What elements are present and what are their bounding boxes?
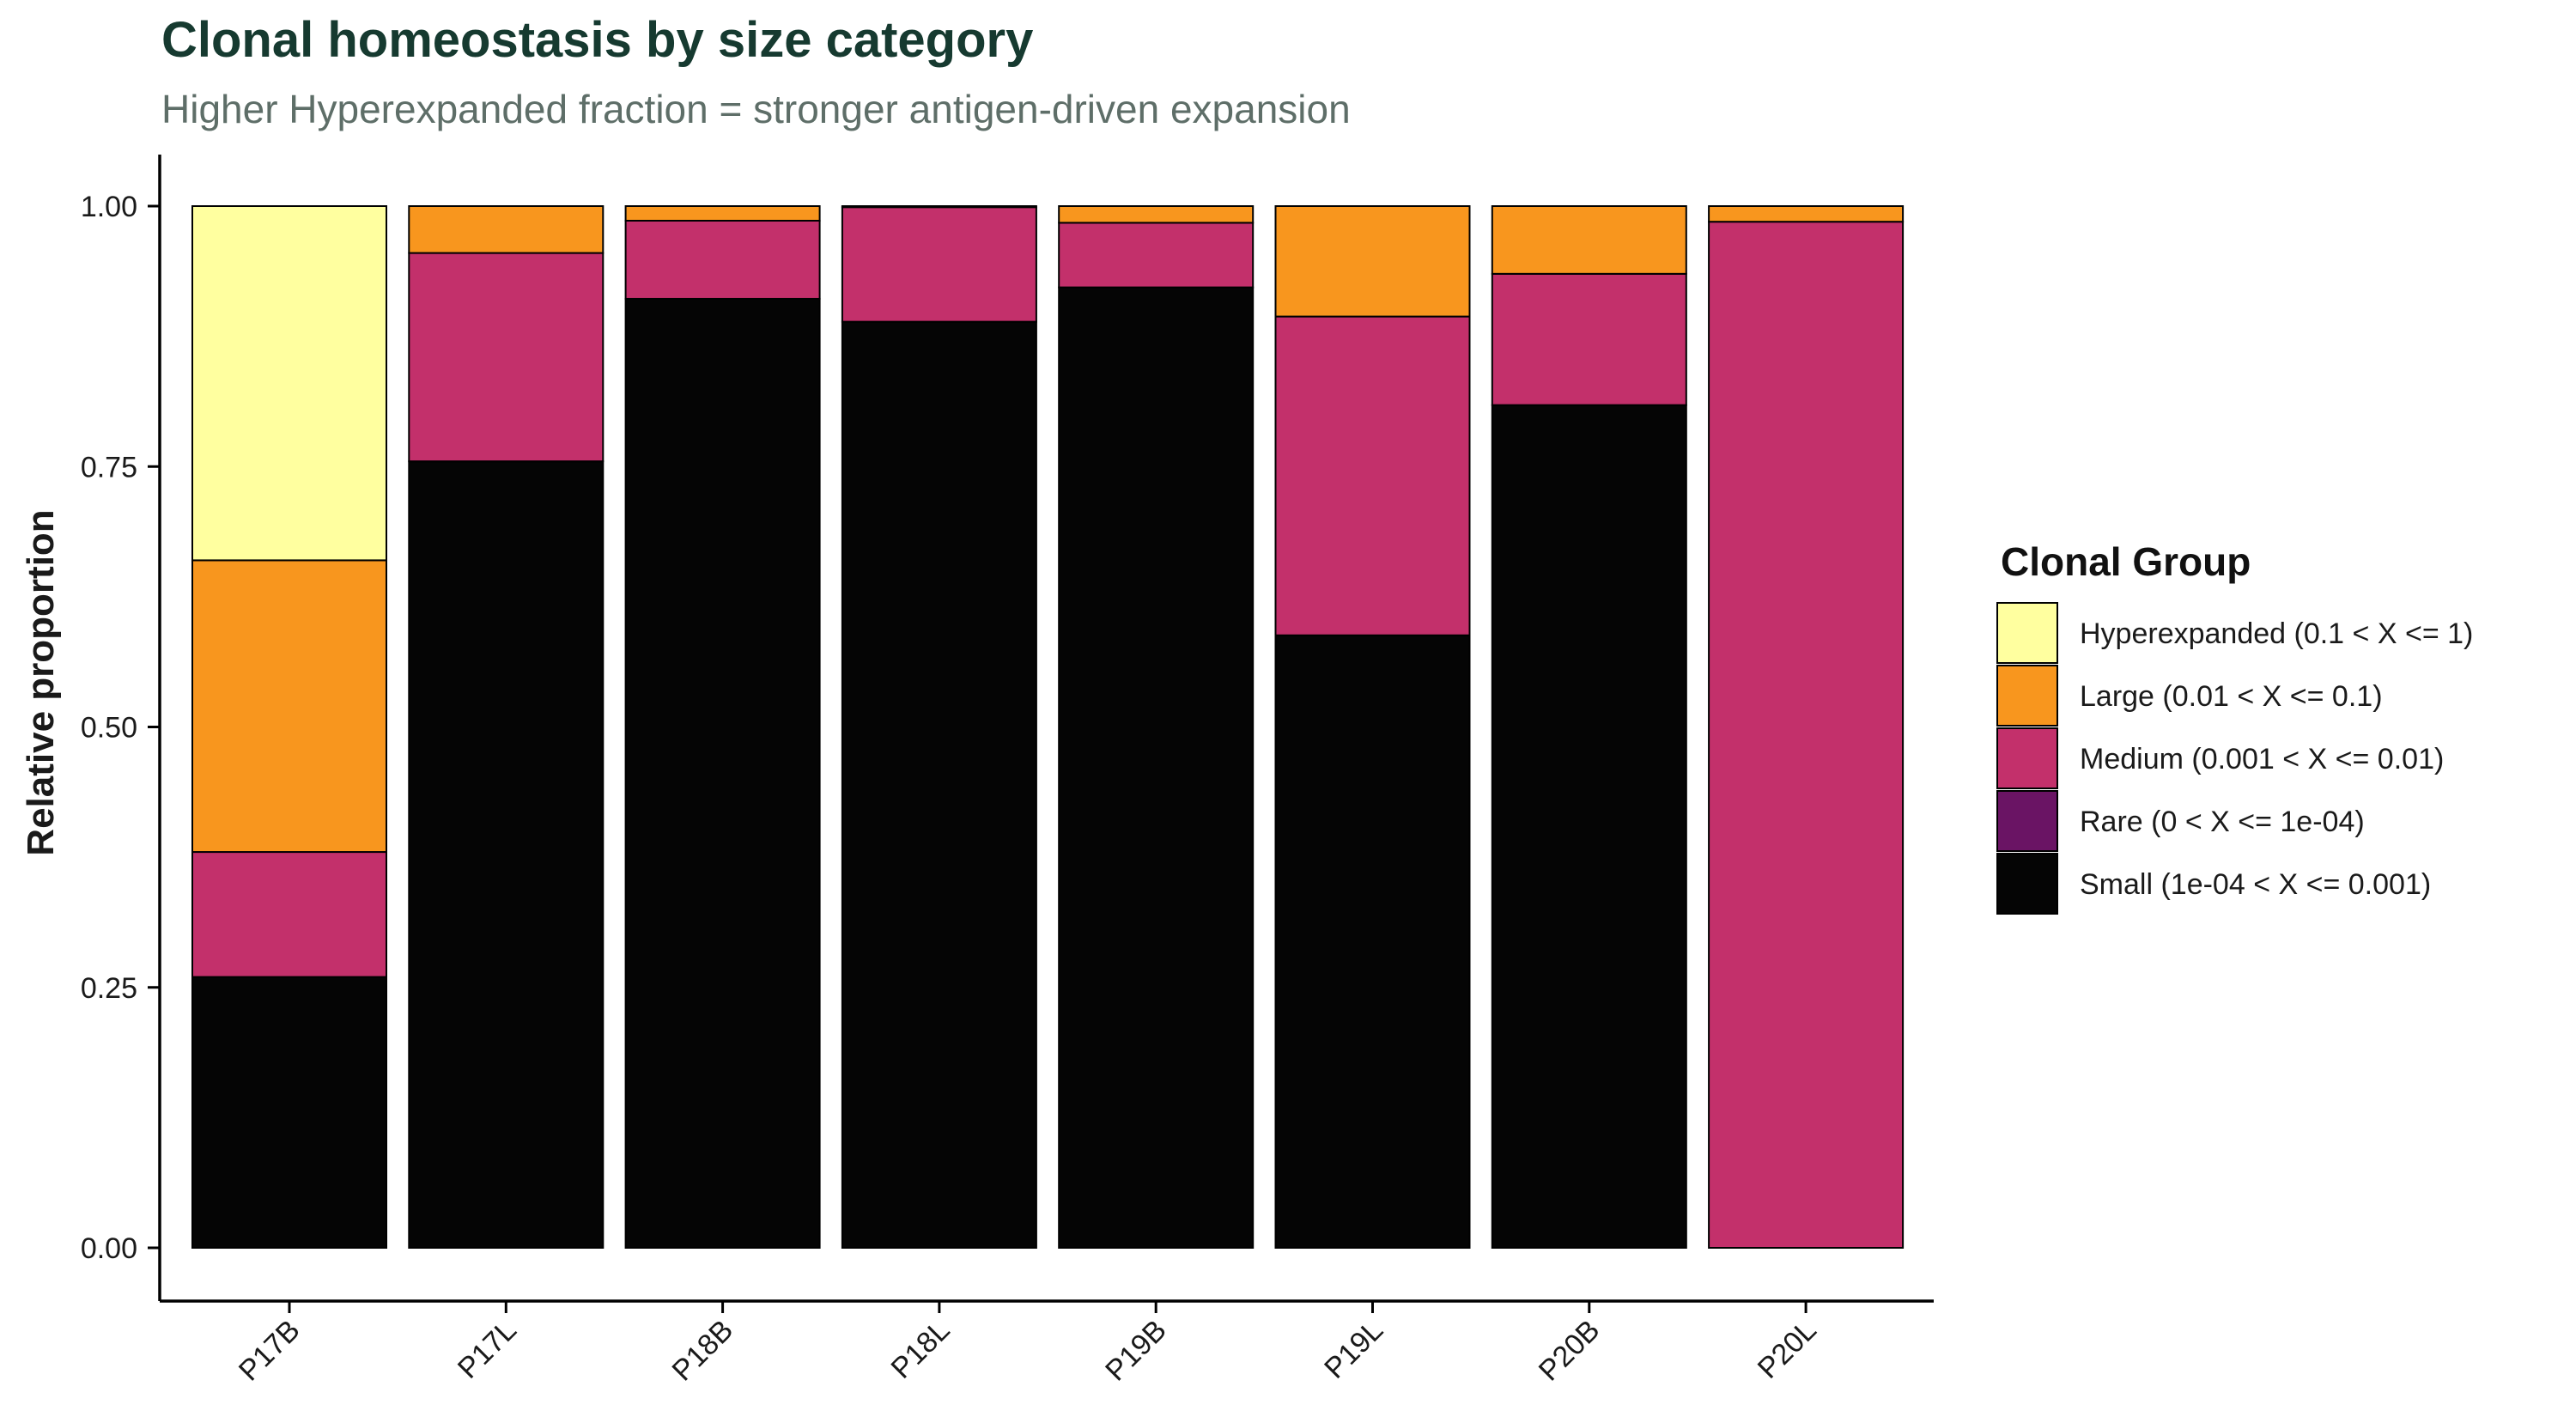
x-tick-label: P18L (885, 1314, 957, 1385)
bar-segment-p18l-large (841, 205, 1037, 209)
bar-segment-p18b-medium (624, 219, 821, 300)
bars-group (191, 205, 1905, 1250)
bar-segment-p19l-large (1274, 205, 1471, 318)
y-tick-label: 1.00 (81, 191, 137, 223)
bar-segment-p19b-small (1058, 286, 1255, 1249)
x-tick-label: P19B (1099, 1314, 1173, 1388)
bar-segment-p20b-large (1491, 205, 1687, 275)
bar-segment-p19l-medium (1274, 315, 1471, 636)
y-tick-label: 0.50 (81, 712, 137, 745)
y-axis-title: Relative proportion (20, 509, 62, 855)
bar-segment-p18b-small (624, 297, 821, 1249)
legend-key-medium (1996, 727, 2058, 789)
chart-title: Clonal homeostasis by size category (161, 12, 1033, 68)
bar-segment-p17l-large (408, 205, 605, 254)
legend-key-hyperexpanded (1996, 602, 2058, 664)
x-tick-label: P20L (1752, 1314, 1823, 1385)
x-tick-label: P20B (1533, 1314, 1607, 1388)
bar-segment-p18l-small (841, 320, 1037, 1250)
legend-label-medium: Medium (0.001 < X <= 0.01) (2080, 743, 2444, 775)
bar-segment-p20b-small (1491, 404, 1687, 1250)
chart-subtitle: Higher Hyperexpanded fraction = stronger… (161, 87, 1351, 131)
bar-segment-p17b-small (191, 976, 387, 1249)
x-tick-label: P17B (233, 1314, 307, 1388)
bar-segment-p18l-medium (841, 206, 1037, 323)
bar-segment-p19l-small (1274, 634, 1471, 1249)
bar-segment-p20l-medium (1708, 221, 1905, 1250)
bar-segment-p20l-large (1708, 205, 1905, 223)
legend-label-rare: Rare (0 < X <= 1e-04) (2080, 806, 2365, 838)
legend-key-rare (1996, 790, 2058, 852)
x-tick-label: P18B (666, 1314, 740, 1388)
legend-title: Clonal Group (2001, 539, 2251, 584)
bar-segment-p19b-large (1058, 205, 1255, 224)
x-tick-label: P19L (1318, 1314, 1389, 1385)
bar-segment-p17b-hyperexpanded (191, 205, 387, 562)
bar-segment-p20b-medium (1491, 272, 1687, 406)
y-tick-label: 0.25 (81, 972, 137, 1005)
legend: Clonal Group Hyperexpanded (0.1 < X <= 1… (1996, 539, 2473, 915)
bar-segment-p19b-medium (1058, 222, 1255, 289)
legend-label-small: Small (1e-04 < X <= 0.001) (2080, 868, 2431, 901)
legend-label-large: Large (0.01 < X <= 0.1) (2080, 680, 2383, 713)
bar-segment-p17l-medium (408, 252, 605, 463)
y-tick-label: 0.75 (81, 451, 137, 483)
legend-label-hyperexpanded: Hyperexpanded (0.1 < X <= 1) (2080, 617, 2473, 650)
bar-segment-p17l-small (408, 460, 605, 1249)
x-tick-label: P17L (452, 1314, 523, 1385)
y-tick-label: 0.00 (81, 1232, 137, 1265)
legend-key-small (1996, 853, 2058, 915)
legend-key-large (1996, 665, 2058, 727)
bar-segment-p17b-medium (191, 851, 387, 978)
bar-segment-p17b-large (191, 559, 387, 854)
bar-segment-p18b-large (624, 205, 821, 222)
